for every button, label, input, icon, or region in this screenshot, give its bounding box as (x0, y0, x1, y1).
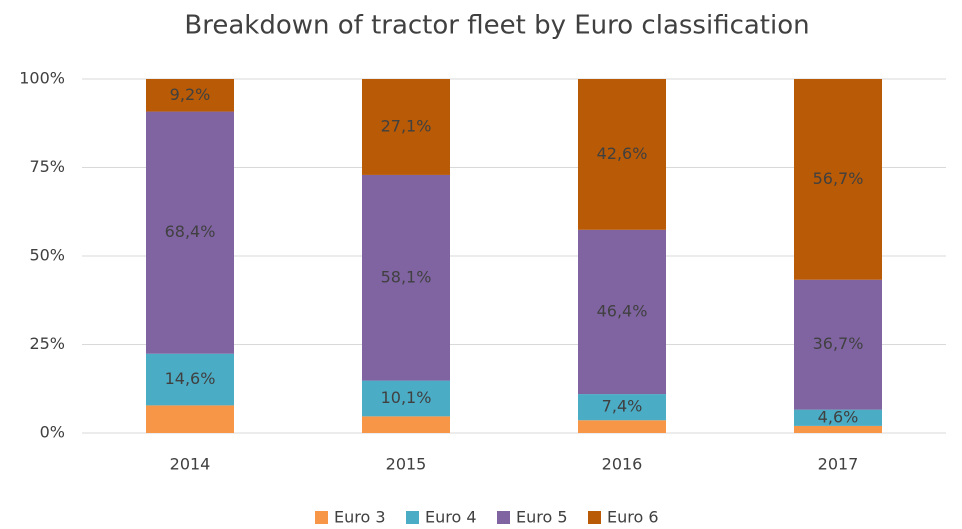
x-tick-label: 2016 (602, 455, 643, 474)
y-tick-label: 25% (29, 334, 65, 353)
data-label: 46,4% (597, 301, 648, 320)
bar-segment (362, 380, 450, 417)
bar-segment (362, 174, 450, 381)
data-label: 9,2% (170, 85, 211, 104)
bar-segment (578, 229, 666, 395)
bar-segment (578, 420, 666, 433)
data-label: 7,4% (602, 397, 643, 416)
x-tick-label: 2015 (386, 455, 427, 474)
data-label: 14,6% (165, 369, 216, 388)
data-label: 36,7% (813, 334, 864, 353)
legend-swatch (497, 511, 510, 524)
bar-segment (794, 279, 882, 410)
chart-title: Breakdown of tractor fleet by Euro class… (184, 11, 809, 41)
bar-segment (146, 79, 234, 112)
bar-segment (146, 405, 234, 433)
legend-label: Euro 4 (425, 508, 477, 527)
bar-segment (362, 416, 450, 433)
data-label: 10,1% (381, 388, 432, 407)
legend-label: Euro 6 (607, 508, 659, 527)
data-label: 4,6% (818, 407, 859, 426)
data-label: 58,1% (381, 267, 432, 286)
legend-label: Euro 5 (516, 508, 568, 527)
legend-swatch (315, 511, 328, 524)
y-tick-label: 75% (29, 157, 65, 176)
data-label: 42,6% (597, 144, 648, 163)
bar-segment (362, 79, 450, 175)
bar-segment (578, 394, 666, 421)
data-label: 27,1% (381, 116, 432, 135)
bar-segment (794, 409, 882, 426)
legend-label: Euro 3 (334, 508, 386, 527)
x-tick-label: 2014 (170, 455, 211, 474)
bar-segment (578, 79, 666, 230)
y-tick-label: 0% (40, 423, 65, 442)
legend-swatch (588, 511, 601, 524)
legend-swatch (406, 511, 419, 524)
bar-segment (146, 111, 234, 354)
y-tick-label: 100% (19, 69, 65, 88)
y-tick-label: 50% (29, 246, 65, 265)
data-label: 56,7% (813, 169, 864, 188)
bar-segment (794, 425, 882, 433)
x-tick-label: 2017 (818, 455, 859, 474)
data-label: 68,4% (165, 222, 216, 241)
bar-segment (146, 353, 234, 406)
bar-segment (794, 79, 882, 280)
